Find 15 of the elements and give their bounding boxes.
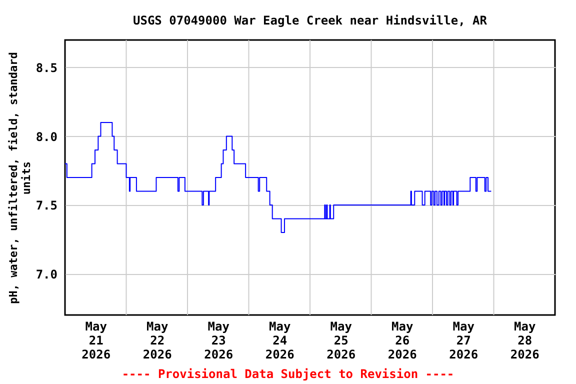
x-tick-label: May 23 2026	[204, 320, 234, 362]
x-tick-label: May 24 2026	[265, 320, 294, 362]
chart-title: USGS 07049000 War Eagle Creek near Hindsville, AR	[132, 14, 488, 28]
y-tick-label: 8.5	[36, 61, 58, 75]
x-tick-label: May 28 2026	[510, 320, 540, 362]
x-tick-label: May 21 2026	[82, 320, 111, 362]
x-tick-label: May 26 2026	[388, 320, 417, 362]
x-tick-label: May 25 2026	[326, 320, 356, 362]
y-axis-title: pH, water, unfiltered, field, standard units	[6, 52, 33, 304]
x-tick-label: May 27 2026	[449, 320, 478, 362]
y-tick-label: 7.5	[36, 198, 58, 212]
y-tick-label: 8.0	[36, 130, 58, 144]
y-tick-label: 7.0	[36, 267, 58, 282]
text: ---- Provisional Data Subject to Revision ----	[120, 367, 456, 381]
x-tick-label: May 22 2026	[142, 320, 172, 362]
